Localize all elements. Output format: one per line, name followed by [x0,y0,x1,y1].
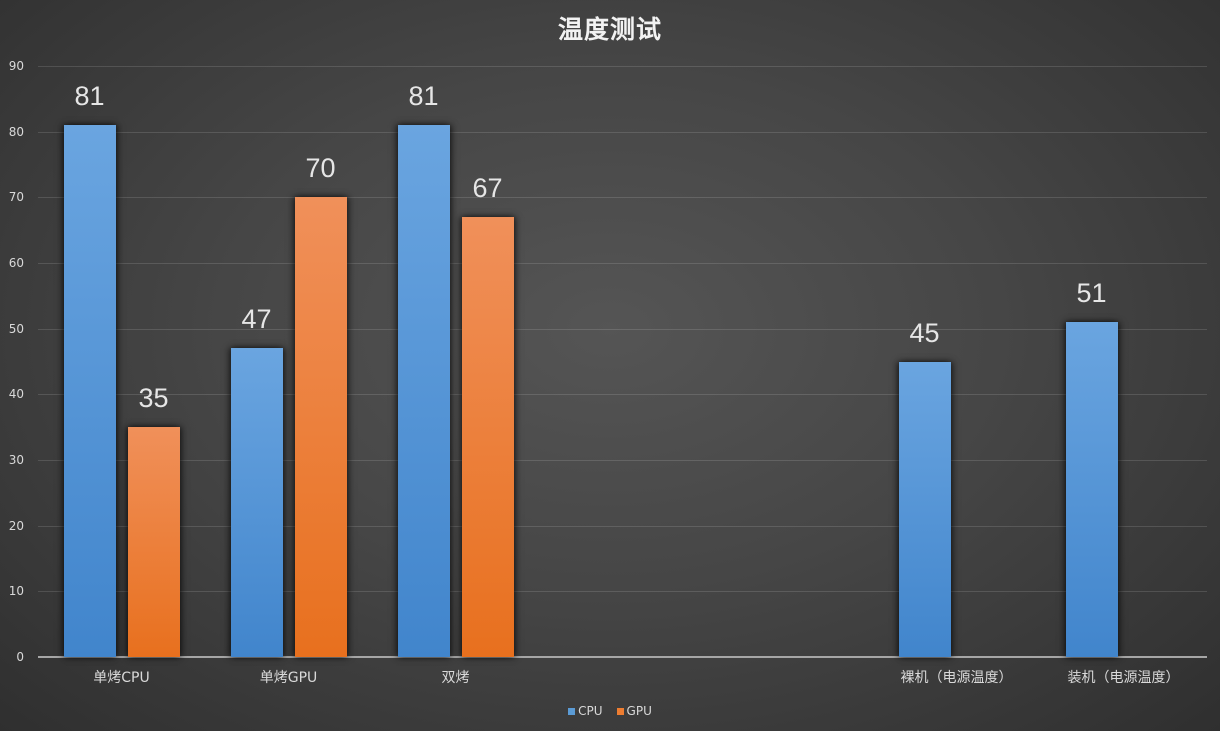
data-label: 47 [241,304,272,335]
data-label: 81 [74,81,105,112]
legend-swatch-icon [616,707,624,715]
data-label: 35 [138,383,169,414]
legend-item-cpu: CPU [568,704,603,718]
legend-label: GPU [626,704,652,718]
legend-label: CPU [578,704,603,718]
gridline [38,66,1207,67]
data-label: 45 [909,317,940,348]
bar-cpu [898,361,951,657]
x-category-label: 装机（电源温度） [1067,670,1180,686]
legend-swatch-icon [568,707,576,715]
gridline [38,591,1207,593]
x-category-label: 裸机（电源温度） [900,670,1013,686]
y-tick-label: 30 [8,453,24,467]
bar-gpu [461,217,514,657]
y-tick-label: 90 [8,59,24,73]
chart-title: 温度测试 [557,15,662,44]
gridline [38,197,1207,199]
x-category-label: 单烤CPU [93,670,150,686]
data-label: 67 [472,173,503,204]
y-tick-label: 70 [8,190,24,205]
gridline [38,328,1207,330]
x-axis-line [38,656,1207,658]
gridline [38,131,1207,133]
y-tick-label: 60 [8,256,24,270]
legend-item-gpu: GPU [616,704,652,718]
gridline [38,394,1207,396]
gridline [38,263,1207,264]
gridline [38,460,1207,461]
data-label: 81 [408,81,439,112]
gridline [38,525,1207,527]
plot-area: 0 10 20 30 40 50 60 70 80 90 81 35 单烤CPU 47 70 单烤GPU 81 6… [9,59,1207,686]
y-tick-label: 40 [8,387,24,402]
data-label: 51 [1076,278,1107,309]
bar-gpu [294,197,347,657]
bar-gpu [127,427,180,657]
legend: CPU GPU [0,704,1220,718]
bar-cpu [230,348,283,657]
y-tick-label: 20 [8,518,24,533]
y-tick-label: 10 [8,584,24,599]
bar-cpu [397,125,450,657]
y-tick-label: 0 [16,650,24,664]
x-category-label: 单烤GPU [259,670,318,686]
x-category-label: 双烤 [441,670,470,686]
y-tick-label: 50 [8,321,24,336]
bar-cpu [63,125,116,657]
bar-cpu [1065,322,1118,657]
y-tick-label: 80 [8,124,24,139]
data-label: 70 [305,153,336,184]
